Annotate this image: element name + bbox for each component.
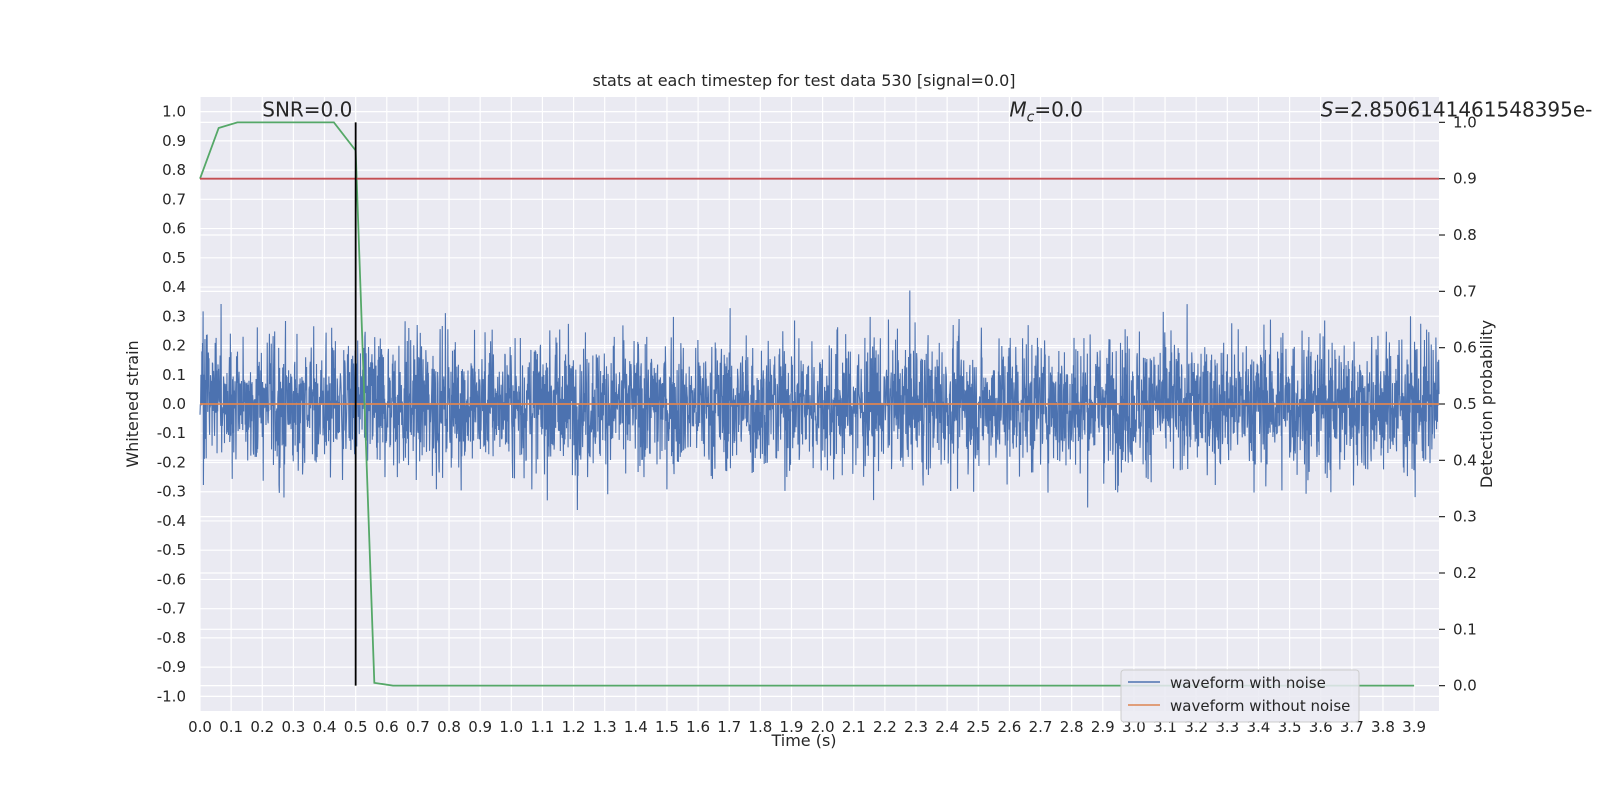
annotations: SNR=0.0 Mc=0.0 S=2.8506141461548395e- [262, 98, 1592, 126]
series-detection-probability [199, 121, 1415, 687]
x-tick-label: 0.9 [468, 718, 492, 736]
x-tick-label: 0.4 [313, 718, 337, 736]
legend: waveform with noise waveform without noi… [1120, 669, 1360, 723]
y-left-tick-label: 0.4 [162, 278, 186, 296]
y-left-tick-label: 0.8 [162, 161, 186, 179]
x-tick-label: 1.8 [748, 718, 772, 736]
y-right-tick-label: 0.0 [1453, 677, 1477, 695]
x-tick-label: 2.1 [842, 718, 866, 736]
y-right-tick-label: 0.5 [1453, 395, 1477, 413]
y-left-tick-label: 0.7 [162, 190, 186, 208]
x-tick-label: 3.8 [1371, 718, 1395, 736]
x-tick-label: 0.6 [375, 718, 399, 736]
annotation-math-symbol: M [1009, 98, 1026, 122]
x-tick-label: 0.7 [406, 718, 430, 736]
legend-label-noise: waveform with noise [1170, 674, 1326, 692]
x-tick-label: 2.4 [935, 718, 959, 736]
chart-title: stats at each timestep for test data 530… [592, 71, 1015, 90]
x-tick-label: 0.8 [437, 718, 461, 736]
x-tick-label: 1.5 [655, 718, 679, 736]
annotation-2: S=2.8506141461548395e- [1321, 98, 1593, 122]
x-tick-label: 1.1 [531, 718, 555, 736]
y-left-tick-label: -0.8 [157, 629, 186, 647]
x-tick-label: 1.4 [624, 718, 648, 736]
y-left-axis-ticks: 1.0 0.9 0.8 0.7 0.6 0.5 0.4 0.3 0.2 0.1 0.0 -0.1 -0.… [157, 103, 186, 706]
x-tick-label: 0.1 [219, 718, 243, 736]
y-right-axis-ticks: 1.0 0.9 0.8 0.7 0.6 0.5 0.4 0.3 0.2 0.1 0.0 [1439, 113, 1477, 695]
x-tick-label: 2.0 [811, 718, 835, 736]
x-tick-label: 1.0 [499, 718, 523, 736]
y-right-tick-label: 0.4 [1453, 451, 1477, 469]
probability-curve [199, 121, 1415, 687]
y-left-tick-label: -0.7 [157, 600, 186, 618]
y-left-tick-label: 1.0 [162, 103, 186, 121]
y-right-axis-label: Detection probability [1477, 320, 1496, 488]
y-right-tick-label: 0.1 [1453, 620, 1477, 638]
x-tick-label: 2.8 [1060, 718, 1084, 736]
annotation-math-symbol: S [1321, 98, 1334, 122]
y-right-tick-label: 0.6 [1453, 339, 1477, 357]
x-tick-label: 1.2 [562, 718, 586, 736]
legend-label-clean: waveform without noise [1170, 697, 1350, 715]
y-right-tick-label: 0.8 [1453, 226, 1477, 244]
y-left-tick-label: -0.6 [157, 570, 186, 588]
x-tick-label: 0.2 [250, 718, 274, 736]
y-left-tick-label: -0.9 [157, 658, 186, 676]
y-left-tick-label: 0.9 [162, 132, 186, 150]
x-tick-label: 2.3 [904, 718, 928, 736]
x-tick-label: 2.7 [1029, 718, 1053, 736]
y-left-tick-label: -1.0 [157, 687, 186, 705]
y-left-tick-label: -0.4 [157, 512, 186, 530]
x-tick-label: 1.6 [686, 718, 710, 736]
y-left-tick-label: -0.5 [157, 541, 186, 559]
x-tick-label: 1.9 [780, 718, 804, 736]
y-left-tick-label: 0.5 [162, 249, 186, 267]
x-tick-label: 0.3 [281, 718, 305, 736]
y-left-axis-label: Whitened strain [123, 340, 142, 467]
y-left-tick-label: 0.0 [162, 395, 186, 413]
x-tick-label: 1.3 [593, 718, 617, 736]
y-right-tick-label: 0.3 [1453, 508, 1477, 526]
x-tick-label: 2.2 [873, 718, 897, 736]
x-axis-label: Time (s) [770, 731, 836, 750]
noise-waveform-line [199, 290, 1440, 510]
y-right-tick-label: 0.2 [1453, 564, 1477, 582]
x-tick-label: 3.9 [1402, 718, 1426, 736]
annotation-1: Mc=0.0 [1009, 98, 1083, 126]
x-tick-label: 2.5 [966, 718, 990, 736]
x-tick-label: 0.5 [344, 718, 368, 736]
y-right-tick-label: 0.9 [1453, 170, 1477, 188]
x-tick-label: 0.0 [188, 718, 212, 736]
y-left-tick-label: 0.6 [162, 220, 186, 238]
x-tick-label: 2.9 [1091, 718, 1115, 736]
x-tick-label: 2.6 [997, 718, 1021, 736]
y-left-tick-label: 0.1 [162, 366, 186, 384]
y-right-tick-label: 0.7 [1453, 282, 1477, 300]
x-tick-label: 1.7 [717, 718, 741, 736]
y-right-tick-label: 1.0 [1453, 113, 1477, 131]
y-left-tick-label: 0.2 [162, 337, 186, 355]
legend-box [1120, 669, 1360, 723]
y-left-tick-label: -0.2 [157, 453, 186, 471]
y-left-tick-label: -0.1 [157, 424, 186, 442]
annotation-value: =2.8506141461548395e- [1333, 98, 1592, 122]
series-waveform-with-noise [199, 290, 1440, 510]
annotation-value: =0.0 [1034, 98, 1083, 122]
y-left-tick-label: -0.3 [157, 483, 186, 501]
annotation-math-subscript: c [1027, 110, 1035, 126]
y-left-tick-label: 0.3 [162, 307, 186, 325]
annotation-0: SNR=0.0 [262, 98, 352, 122]
